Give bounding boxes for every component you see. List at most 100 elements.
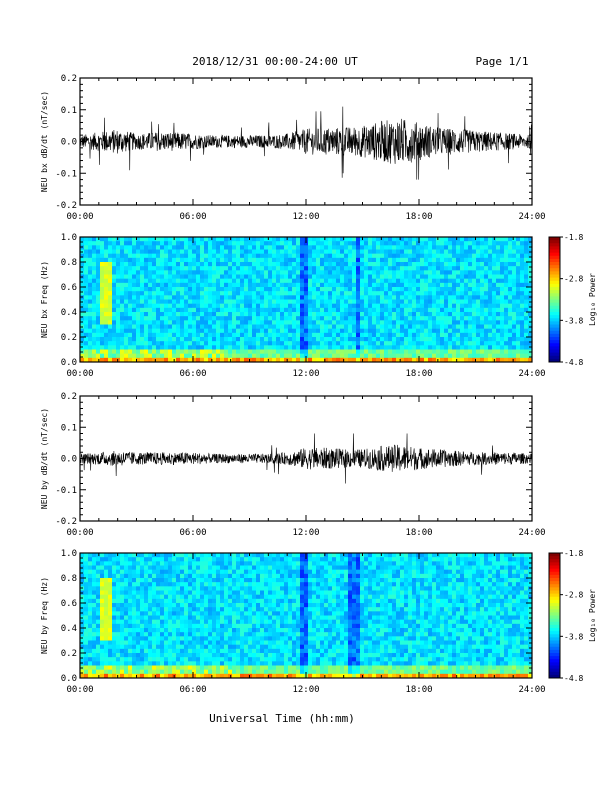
heat-cell <box>292 299 297 304</box>
heat-cell <box>176 324 181 329</box>
heat-cell <box>444 270 449 275</box>
heat-cell <box>180 578 185 583</box>
heat-cell <box>116 328 121 334</box>
heat-cell <box>164 299 169 304</box>
heat-cell <box>88 341 93 346</box>
heat-cell <box>96 657 101 662</box>
heat-cell <box>388 324 393 329</box>
heat-cell <box>480 257 485 263</box>
heat-cell <box>348 341 353 346</box>
heat-cell <box>272 270 277 275</box>
heat-cell <box>288 278 293 284</box>
heat-cell <box>224 578 229 583</box>
heat-cell <box>92 628 97 633</box>
heat-cell <box>240 578 245 583</box>
heat-cell <box>96 328 101 334</box>
heat-cell <box>220 573 225 579</box>
heat-cell <box>248 266 253 271</box>
heat-cell <box>164 598 169 604</box>
heat-cell <box>408 303 413 309</box>
heat-cell <box>480 332 485 338</box>
heat-cell <box>156 665 161 670</box>
heat-cell <box>528 291 533 296</box>
heat-cell <box>232 557 237 562</box>
heat-cell <box>328 303 333 309</box>
heat-cell <box>112 270 117 275</box>
heat-cell <box>268 324 273 329</box>
heat-cell <box>204 341 209 346</box>
heat-cell <box>292 241 297 246</box>
heat-cell <box>360 270 365 275</box>
heat-cell <box>296 295 301 300</box>
heat-cell <box>148 245 153 250</box>
heat-cell <box>364 241 369 246</box>
heat-cell <box>412 249 417 254</box>
heat-cell <box>416 316 421 321</box>
heat-cell <box>116 644 121 650</box>
heat-cell <box>488 324 493 329</box>
heat-cell <box>160 291 165 296</box>
heat-cell <box>132 619 137 625</box>
heat-cell <box>288 237 293 242</box>
heat-cell <box>220 332 225 338</box>
heat-cell <box>472 328 477 334</box>
heat-cell <box>132 253 137 259</box>
heat-cell <box>216 598 221 604</box>
heat-cell <box>292 316 297 321</box>
heat-cell <box>112 669 117 675</box>
heat-cell <box>468 274 473 279</box>
heat-cell <box>448 249 453 254</box>
heat-cell <box>464 287 469 292</box>
heat-cell <box>108 669 113 675</box>
heat-cell <box>352 249 357 254</box>
heat-cell <box>468 324 473 329</box>
heat-cell <box>276 316 281 321</box>
heat-cell <box>212 653 217 658</box>
heat-cell <box>292 353 297 359</box>
heat-cell <box>488 249 493 254</box>
heat-cell <box>456 270 461 275</box>
heat-cell <box>200 237 205 242</box>
heat-cell <box>108 603 113 608</box>
heat-cell <box>196 324 201 329</box>
heat-cell <box>212 623 217 629</box>
heat-cell <box>272 295 277 300</box>
heat-cell <box>368 303 373 309</box>
colorbar-swatch <box>549 290 560 294</box>
heat-cell <box>372 245 377 250</box>
heat-cell <box>248 324 253 329</box>
heat-cell <box>200 295 205 300</box>
heat-cell <box>300 287 305 292</box>
heat-cell <box>200 636 205 641</box>
heat-cell <box>336 241 341 246</box>
heat-cell <box>196 661 201 666</box>
heat-cell <box>156 353 161 359</box>
heat-cell <box>116 628 121 633</box>
heat-cell <box>116 603 121 608</box>
heat-cell <box>316 324 321 329</box>
heat-cell <box>172 291 177 296</box>
heat-cell <box>480 345 485 350</box>
heat-cell <box>108 628 113 633</box>
heat-cell <box>388 337 393 342</box>
heat-cell <box>100 249 105 254</box>
heat-cell <box>384 328 389 334</box>
heat-cell <box>164 312 169 317</box>
heat-cell <box>184 282 189 288</box>
heat-cell <box>312 320 317 325</box>
heat-cell <box>108 561 113 566</box>
heat-cell <box>320 245 325 250</box>
heat-cell <box>216 640 221 645</box>
heat-cell <box>152 249 157 254</box>
heat-cell <box>204 274 209 279</box>
heat-cell <box>160 249 165 254</box>
heat-cell <box>420 237 425 242</box>
heat-cell <box>300 328 305 334</box>
heat-cell <box>184 316 189 321</box>
heat-cell <box>180 623 185 629</box>
heat-cell <box>292 357 297 363</box>
heat-cell <box>112 316 117 321</box>
heat-cell <box>220 249 225 254</box>
heat-cell <box>204 619 209 625</box>
heat-cell <box>528 241 533 246</box>
